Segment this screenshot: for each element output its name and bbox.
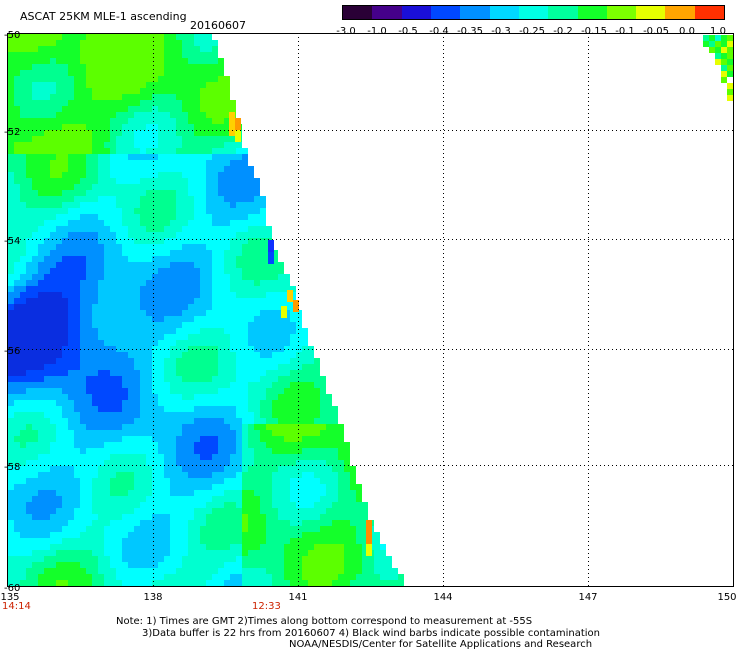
product-title: ASCAT 25KM MLE-1 ascending xyxy=(20,10,187,23)
colorbar-label: -1.0 xyxy=(367,26,387,37)
colorbar-label: 1.0 xyxy=(710,26,726,37)
colorbar-label: -0.5 xyxy=(398,26,418,37)
date-label: 20160607 xyxy=(190,19,246,32)
note-line-1: Note: 1) Times are GMT 2)Times along bot… xyxy=(116,616,533,627)
colorbar-swatch xyxy=(430,6,461,19)
colorbar-label: -0.4 xyxy=(429,26,449,37)
colorbar-label: -0.25 xyxy=(519,26,545,37)
colorbar-swatch xyxy=(372,6,402,19)
time-left: 14:14 xyxy=(2,601,31,612)
colorbar-swatch xyxy=(694,6,725,19)
colorbar-label: -0.05 xyxy=(643,26,669,37)
colorbar-swatch xyxy=(343,6,373,19)
latitude-label: -60 xyxy=(4,583,21,594)
map-frame xyxy=(7,33,734,587)
colorbar-label: -0.15 xyxy=(581,26,607,37)
data-swath xyxy=(8,34,733,586)
colorbar-swatch xyxy=(577,6,607,19)
colorbar-label: -0.35 xyxy=(457,26,483,37)
colorbar-label: -3.0 xyxy=(336,26,356,37)
colorbar-swatch xyxy=(460,6,490,19)
colorbar-swatch xyxy=(636,6,666,19)
colorbar xyxy=(342,5,725,20)
latitude-label: -58 xyxy=(4,462,21,473)
longitude-label: 141 xyxy=(288,592,308,603)
latitude-label: -50 xyxy=(4,30,21,41)
note-line-2: 3)Data buffer is 22 hrs from 20160607 4)… xyxy=(142,628,600,639)
longitude-label: 135 xyxy=(0,592,20,603)
longitude-label: 138 xyxy=(143,592,163,603)
colorbar-swatch xyxy=(606,6,637,19)
colorbar-swatch xyxy=(401,6,431,19)
colorbar-swatch xyxy=(518,6,549,19)
latitude-label: -52 xyxy=(4,127,21,138)
latitude-label: -54 xyxy=(4,236,21,247)
colorbar-swatch xyxy=(548,6,578,19)
lat-lon-grid xyxy=(8,33,733,586)
colorbar-swatch xyxy=(665,6,695,19)
time-mid: 12:33 xyxy=(252,601,281,612)
colorbar-label: -0.2 xyxy=(553,26,573,37)
longitude-label: 144 xyxy=(433,592,453,603)
longitude-label: 150 xyxy=(717,592,737,603)
colorbar-label: 0.0 xyxy=(679,26,695,37)
longitude-label: 147 xyxy=(578,592,598,603)
latitude-label: -56 xyxy=(4,346,21,357)
colorbar-swatch xyxy=(489,6,519,19)
colorbar-label: -0.1 xyxy=(615,26,635,37)
colorbar-label: -0.3 xyxy=(491,26,511,37)
note-line-3: NOAA/NESDIS/Center for Satellite Applica… xyxy=(289,639,593,650)
